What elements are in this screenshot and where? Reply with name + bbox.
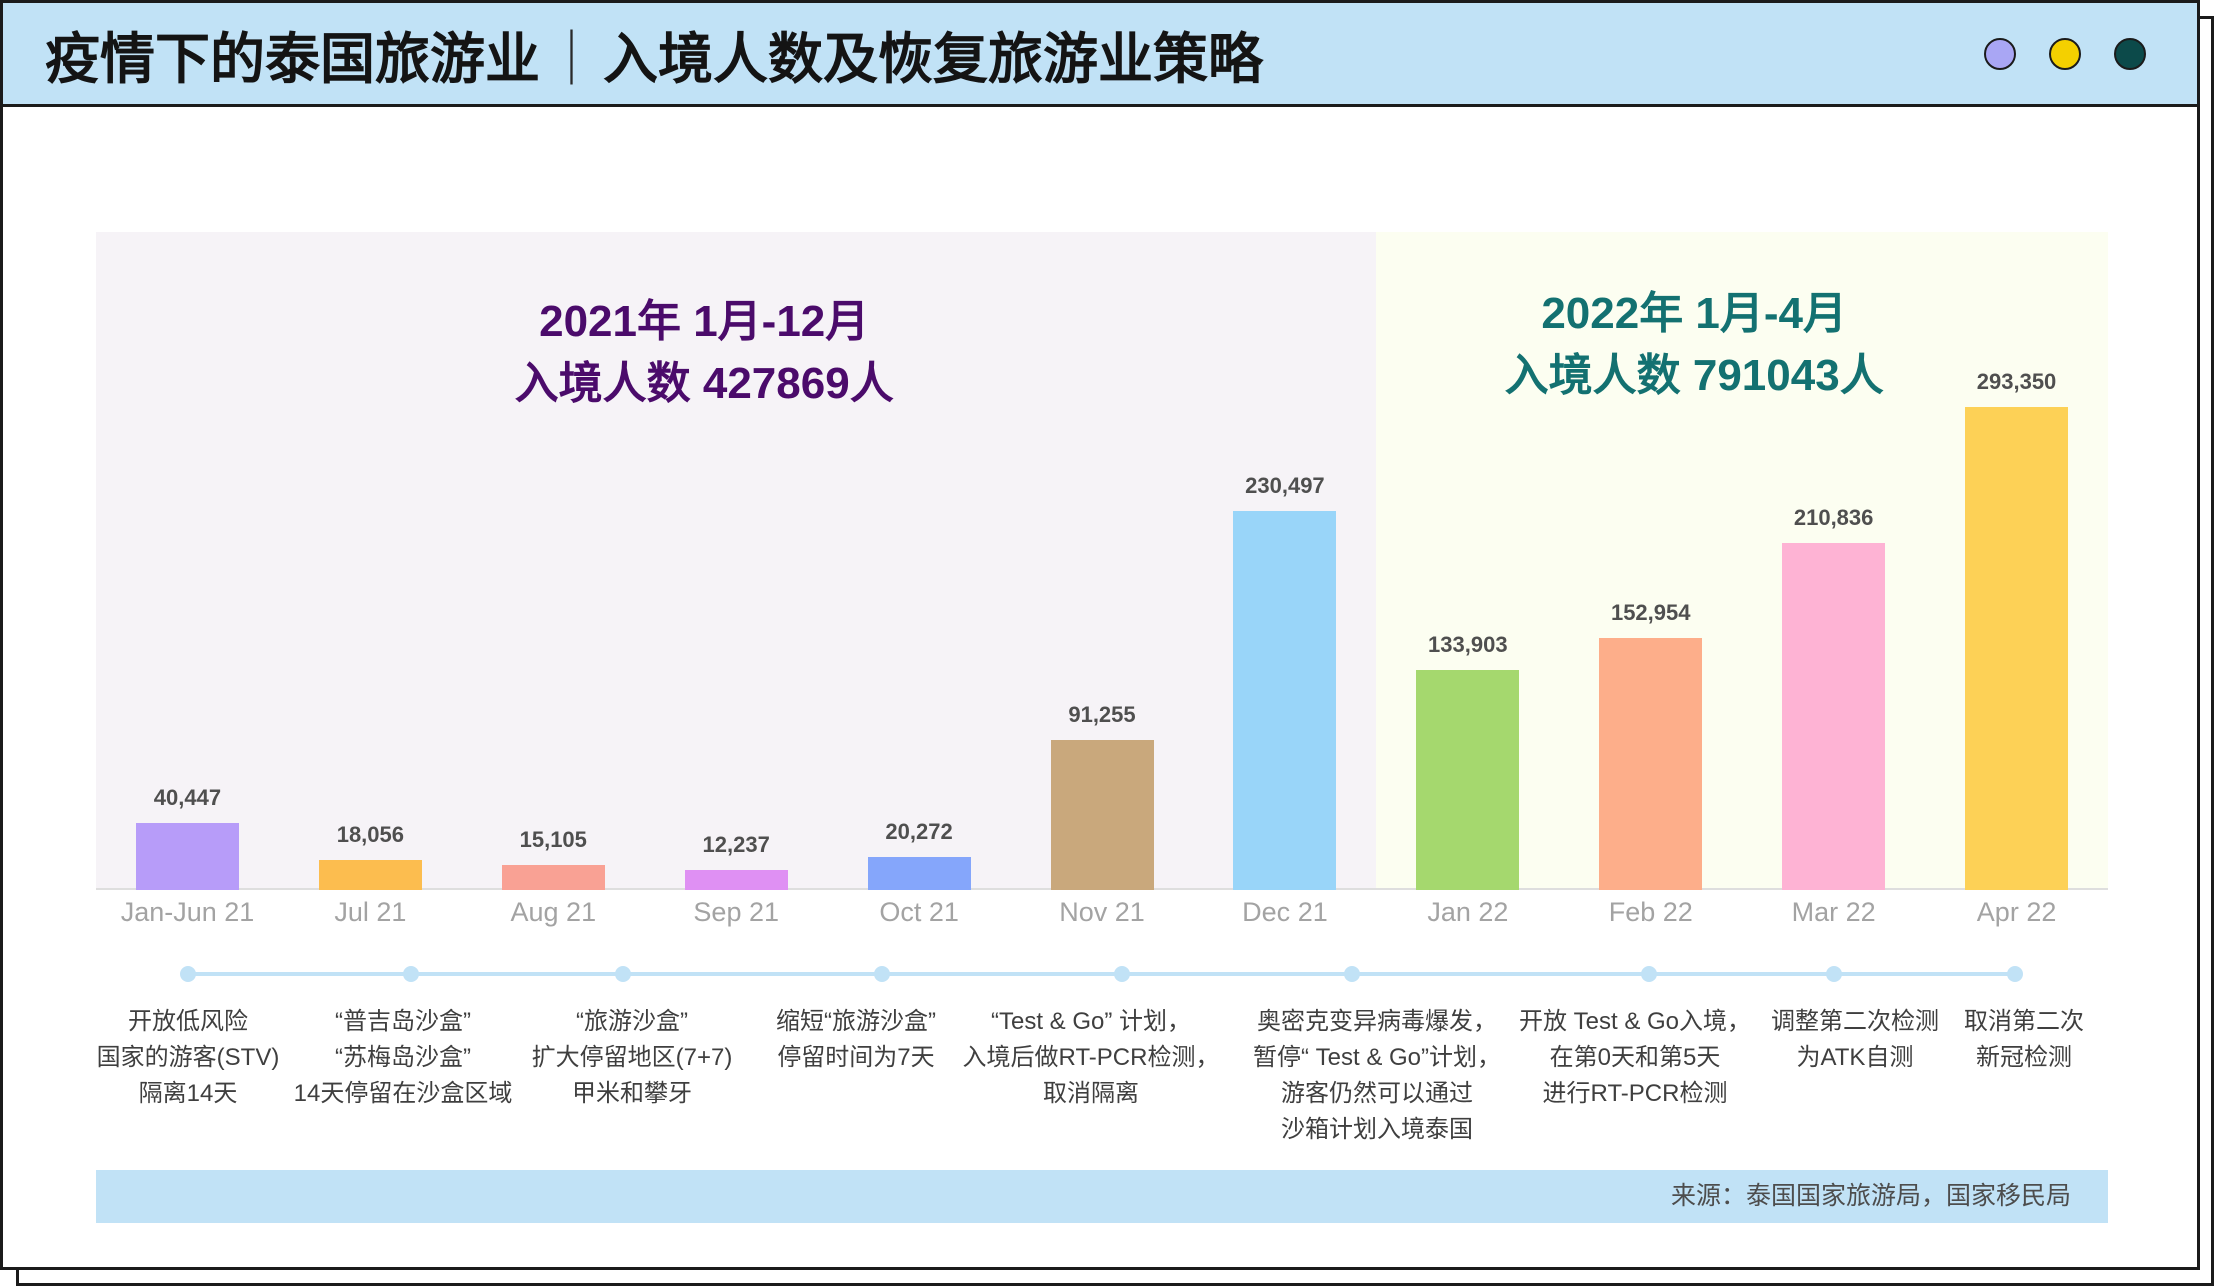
x-tick-label: Sep 21 bbox=[693, 897, 779, 927]
teal-circle-icon bbox=[2114, 38, 2146, 70]
event-text-line: 缩短“旅游沙盒” bbox=[776, 1008, 936, 1035]
bar-value-label: 12,237 bbox=[702, 831, 770, 857]
timeline-dot bbox=[1114, 966, 1130, 982]
yellow-circle-icon bbox=[2049, 38, 2081, 70]
event-text-line: 取消隔离 bbox=[1043, 1080, 1139, 1107]
bar-mar-22 bbox=[1782, 543, 1886, 890]
timeline-event: 开放低风险 国家的游客(STV) 隔离14天 bbox=[18, 1004, 358, 1112]
event-text-line: 为ATK自测 bbox=[1796, 1044, 1914, 1071]
timeline-dot bbox=[1826, 966, 1842, 982]
bar-value-label: 20,272 bbox=[885, 818, 953, 844]
event-text-line: “普吉岛沙盒” bbox=[335, 1008, 471, 1035]
bar-nov-21 bbox=[1050, 739, 1154, 890]
event-text-line: 游客仍然可以通过 bbox=[1281, 1080, 1473, 1107]
panel-subheading: 入境人数 427869人 bbox=[514, 359, 894, 408]
timeline-dot bbox=[1641, 966, 1657, 982]
panel-heading: 2022年 1月-4月 bbox=[1541, 289, 1848, 338]
lavender-circle-icon bbox=[1984, 38, 2016, 70]
bar-value-label: 40,447 bbox=[153, 785, 222, 811]
event-text-line: 扩大停留地区(7+7) bbox=[531, 1044, 733, 1071]
event-text-line: 入境后做RT-PCR检测， bbox=[962, 1044, 1220, 1071]
arrivals-bar-chart: 2021年 1月-12月 入境人数 427869人 2022年 1月-4月 入境人数 … bbox=[96, 232, 2108, 927]
timeline-dot bbox=[615, 966, 631, 982]
event-text-line: “Test & Go” 计划， bbox=[990, 1008, 1192, 1035]
timeline-dot bbox=[874, 966, 890, 982]
x-tick-label: Apr 22 bbox=[1976, 897, 2057, 927]
event-text-line: 停留时间为7天 bbox=[777, 1044, 935, 1071]
bar-sep-21 bbox=[684, 869, 788, 890]
bar-aug-21 bbox=[501, 865, 605, 890]
event-text-line: 开放低风险 bbox=[128, 1008, 248, 1035]
x-tick-label: Jan 22 bbox=[1427, 897, 1509, 927]
x-tick-label: Dec 21 bbox=[1242, 897, 1328, 927]
bar-jan-22 bbox=[1416, 669, 1520, 890]
bar-value-label: 18,056 bbox=[336, 822, 404, 848]
event-text-line: 开放 Test & Go入境， bbox=[1518, 1008, 1752, 1035]
source-bar: 来源：泰国国家旅游局，国家移民局 bbox=[96, 1170, 2108, 1223]
bar-value-label: 152,954 bbox=[1610, 600, 1691, 626]
timeline-dot bbox=[2007, 966, 2023, 982]
page-title: 疫情下的泰国旅游业 ｜ 入境人数及恢复旅游业策略 bbox=[45, 3, 1263, 104]
timeline-event: 取消第二次 新冠检测 bbox=[1854, 1004, 2194, 1076]
title-sub: 入境人数及恢复旅游业策略 bbox=[603, 27, 1264, 90]
x-tick-label: Nov 21 bbox=[1059, 897, 1145, 927]
timeline-event: “普吉岛沙盒” “苏梅岛沙盒” 14天停留在沙盒区域 bbox=[233, 1004, 573, 1112]
bar-jan-jun-21 bbox=[135, 823, 239, 890]
bar-apr-22 bbox=[1965, 407, 2069, 890]
panel-heading: 2021年 1月-12月 入境人数 427869人 bbox=[96, 291, 1376, 415]
event-text-line: 甲米和攀牙 bbox=[572, 1080, 692, 1107]
bar-value-label: 210,836 bbox=[1793, 505, 1874, 531]
event-text-line: 国家的游客(STV) bbox=[96, 1044, 280, 1071]
infographic-card: 疫情下的泰国旅游业 ｜ 入境人数及恢复旅游业策略 2021年 1月-12月 入境人… bbox=[0, 0, 2200, 1270]
bar-oct-21 bbox=[867, 856, 971, 890]
timeline-event: 缩短“旅游沙盒” 停留时间为7天 bbox=[686, 1004, 1026, 1076]
timeline-event: “Test & Go” 计划， 入境后做RT-PCR检测， 取消隔离 bbox=[921, 1004, 1261, 1112]
bar-dec-21 bbox=[1233, 510, 1337, 890]
timeline-event: 开放 Test & Go入境， 在第0天和第5天 进行RT-PCR检测 bbox=[1465, 1004, 1805, 1112]
x-tick-label: Aug 21 bbox=[510, 897, 597, 927]
event-text-line: 奥密克变异病毒爆发， bbox=[1257, 1008, 1497, 1035]
bar-value-label: 91,255 bbox=[1068, 701, 1136, 727]
event-text-line: 14天停留在沙盒区域 bbox=[293, 1080, 513, 1107]
event-text-line: 在第0天和第5天 bbox=[1549, 1044, 1721, 1071]
event-text-line: 暂停“ Test & Go”计划， bbox=[1252, 1044, 1502, 1071]
title-separator: ｜ bbox=[544, 27, 600, 90]
timeline-event: 奥密克变异病毒爆发， 暂停“ Test & Go”计划， 游客仍然可以通过 沙箱… bbox=[1207, 1004, 1547, 1148]
bar-value-label: 133,903 bbox=[1428, 631, 1508, 657]
title-main: 疫情下的泰国旅游业 bbox=[45, 27, 541, 90]
event-text-line: “苏梅岛沙盒” bbox=[335, 1044, 471, 1071]
bar-value-label: 230,497 bbox=[1245, 472, 1325, 498]
event-text-line: 隔离14天 bbox=[138, 1080, 238, 1107]
header-bar: 疫情下的泰国旅游业 ｜ 入境人数及恢复旅游业策略 bbox=[3, 3, 2197, 107]
event-text-line: 新冠检测 bbox=[1976, 1044, 2072, 1071]
timeline-event: “旅游沙盒” 扩大停留地区(7+7) 甲米和攀牙 bbox=[462, 1004, 802, 1112]
panel-heading: 2022年 1月-4月 入境人数 791043人 bbox=[1376, 283, 2108, 407]
panel-subheading: 入境人数 791043人 bbox=[1504, 351, 1884, 400]
timeline-dot bbox=[403, 966, 419, 982]
bar-jul-21 bbox=[318, 860, 422, 890]
bar-value-label: 293,350 bbox=[1976, 369, 2057, 395]
header-dots bbox=[1984, 38, 2146, 70]
event-text-line: 进行RT-PCR检测 bbox=[1542, 1080, 1728, 1107]
x-tick-label: Jan-Jun 21 bbox=[120, 897, 255, 927]
timeline-dot bbox=[1344, 966, 1360, 982]
bar-feb-22 bbox=[1599, 638, 1703, 890]
panel-heading: 2021年 1月-12月 bbox=[539, 297, 870, 346]
timeline-line bbox=[188, 972, 2015, 976]
chart-panel-0: 2021年 1月-12月 入境人数 427869人 bbox=[96, 232, 1377, 890]
timeline-dot bbox=[180, 966, 196, 982]
event-text-line: “旅游沙盒” bbox=[576, 1008, 688, 1035]
x-tick-label: Feb 22 bbox=[1608, 897, 1693, 927]
bar-value-label: 15,105 bbox=[519, 827, 587, 853]
x-tick-label: Oct 21 bbox=[879, 897, 959, 927]
timeline-event: 调整第二次检测 为ATK自测 bbox=[1685, 1004, 2025, 1076]
x-tick-label: Mar 22 bbox=[1791, 897, 1876, 927]
event-text-line: 沙箱计划入境泰国 bbox=[1281, 1116, 1473, 1143]
source-text: 来源：泰国国家旅游局，国家移民局 bbox=[1670, 1182, 2071, 1210]
event-text-line: 调整第二次检测 bbox=[1771, 1008, 1939, 1035]
x-tick-label: Jul 21 bbox=[334, 897, 407, 927]
event-text-line: 取消第二次 bbox=[1964, 1008, 2084, 1035]
